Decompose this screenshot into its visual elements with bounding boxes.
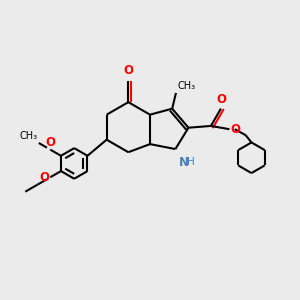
Text: O: O — [40, 171, 50, 184]
Text: N: N — [179, 155, 189, 169]
Text: O: O — [123, 64, 133, 77]
Text: O: O — [45, 136, 55, 149]
Text: O: O — [231, 123, 241, 136]
Text: O: O — [216, 93, 226, 106]
Text: CH₃: CH₃ — [19, 131, 37, 141]
Text: CH₃: CH₃ — [177, 82, 196, 92]
Text: H: H — [187, 157, 194, 167]
